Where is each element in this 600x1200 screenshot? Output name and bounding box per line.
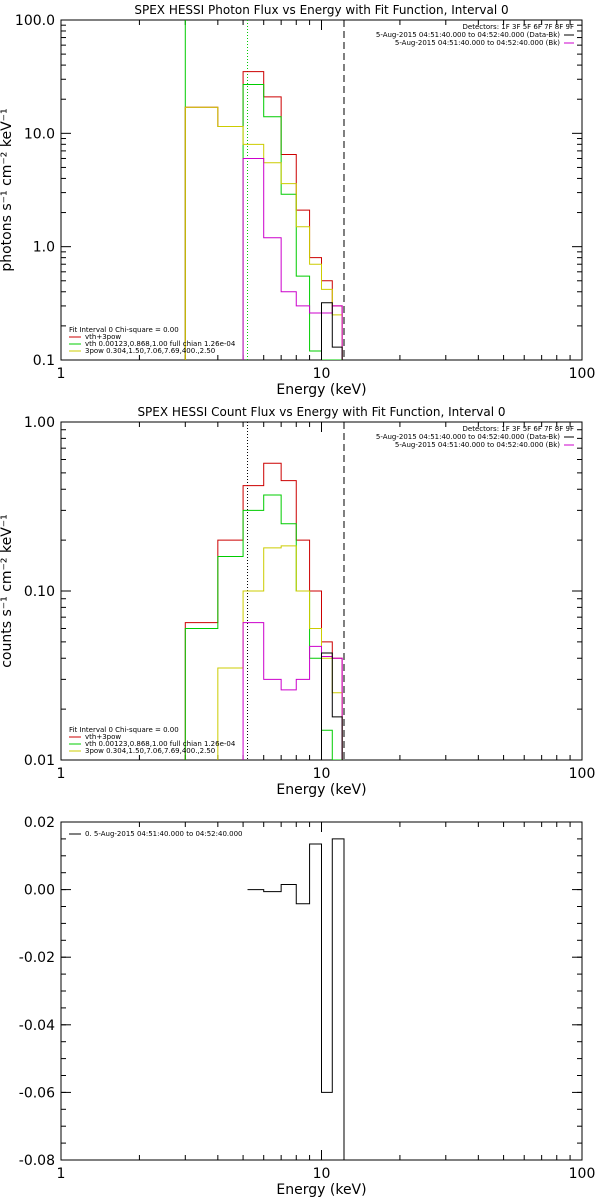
y-axis-label: photons s⁻¹ cm⁻² keV⁻¹ xyxy=(0,108,15,271)
y-tick-label: 0.10 xyxy=(24,584,55,600)
y-tick-label: 0.00 xyxy=(24,883,55,899)
detector-legend-text: 5-Aug-2015 04:51:40.000 to 04:52:40.000 … xyxy=(376,31,560,39)
series-bk xyxy=(242,622,343,760)
series-data-bk xyxy=(321,302,343,360)
x-tick-label: 10 xyxy=(313,1166,331,1182)
detector-legend-text: 5-Aug-2015 04:51:40.000 to 04:52:40.000 … xyxy=(376,433,560,441)
series-vth xyxy=(242,83,343,360)
detector-legend-text: Detectors: 1F 3F 5F 6F 7F 8F 9F xyxy=(463,425,574,433)
x-axis-label: Energy (keV) xyxy=(276,782,366,798)
x-tick-label: 10 xyxy=(313,766,331,782)
y-tick-label: 10.0 xyxy=(24,126,55,142)
fit-legend-text: vth 0.00123,0.868,1.00 full chian 1.26e-… xyxy=(85,340,236,348)
y-tick-label: -0.04 xyxy=(19,1018,55,1034)
series-residuals xyxy=(247,838,345,1160)
y-tick-label: 0.1 xyxy=(33,353,55,369)
x-tick-label: 100 xyxy=(569,1166,596,1182)
y-tick-label: 1.00 xyxy=(24,415,55,431)
fit-legend-text: 0. 5-Aug-2015 04:51:40.000 to 04:52:40.0… xyxy=(85,830,243,838)
y-axis-label: counts s⁻¹ cm⁻² keV⁻¹ xyxy=(0,514,15,668)
x-tick-label: 1 xyxy=(57,1166,66,1182)
series-bk xyxy=(242,157,343,360)
x-tick-label: 100 xyxy=(569,766,596,782)
series-3pow xyxy=(184,106,343,360)
series-vth-3pow xyxy=(184,462,343,760)
panel-photon: SPEX HESSI Photon Flux vs Energy with Fi… xyxy=(0,3,595,398)
fit-legend-text: vth+3pow xyxy=(85,333,121,341)
detector-legend-text: 5-Aug-2015 04:51:40.000 to 04:52:40.000 … xyxy=(395,441,560,449)
fit-legend-text: 3pow 0.304,1.50,7.06,7.69,400.,2.50 xyxy=(85,347,215,355)
x-axis-label: Energy (keV) xyxy=(276,382,366,398)
fit-legend-text: vth+3pow xyxy=(85,733,121,741)
y-tick-label: 1.0 xyxy=(33,240,55,256)
y-tick-label: -0.08 xyxy=(19,1153,55,1169)
series-data-bk xyxy=(321,652,343,760)
detector-legend-text: 5-Aug-2015 04:51:40.000 to 04:52:40.000 … xyxy=(395,39,560,47)
chart-title: SPEX HESSI Count Flux vs Energy with Fit… xyxy=(137,405,505,419)
y-tick-label: -0.02 xyxy=(19,950,55,966)
fit-legend-text: 3pow 0.304,1.50,7.06,7.69,400.,2.50 xyxy=(85,747,215,755)
fit-legend-text: Fit Interval 0 Chi-square = 0.00 xyxy=(69,326,179,334)
x-tick-label: 1 xyxy=(57,766,66,782)
x-tick-label: 100 xyxy=(569,366,596,382)
panel-count: SPEX HESSI Count Flux vs Energy with Fit… xyxy=(0,405,595,798)
x-tick-label: 1 xyxy=(57,366,66,382)
fit-legend-text: Fit Interval 0 Chi-square = 0.00 xyxy=(69,726,179,734)
y-tick-label: 0.01 xyxy=(24,753,55,769)
x-tick-label: 10 xyxy=(313,366,331,382)
panel-resid: 1 10 100 Energy (keV) -0.08 -0.06 -0.04 -0.02 0.… xyxy=(19,815,596,1198)
y-tick-label: 0.02 xyxy=(24,815,55,831)
y-tick-label: 100.0 xyxy=(15,13,55,29)
chart-title: SPEX HESSI Photon Flux vs Energy with Fi… xyxy=(134,3,508,17)
detector-legend-text: Detectors: 1F 3F 5F 6F 7F 8F 9F xyxy=(463,23,574,31)
fit-legend-text: vth 0.00123,0.868,1.00 full chian 1.26e-… xyxy=(85,740,236,748)
x-axis-label: Energy (keV) xyxy=(276,1182,366,1198)
y-tick-label: -0.06 xyxy=(19,1085,55,1101)
